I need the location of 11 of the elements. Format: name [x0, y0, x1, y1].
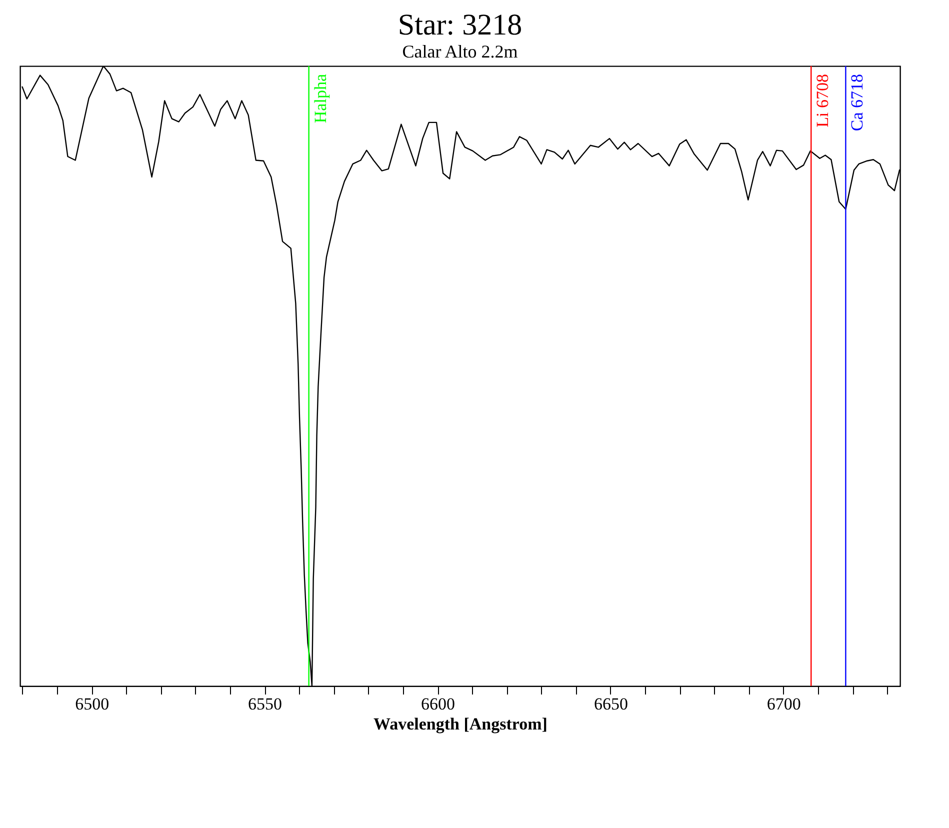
x-axis-title: Wavelength [Angstrom]: [374, 714, 548, 734]
ref-line-label: Li 6708: [813, 74, 832, 128]
x-tick-label: 6500: [75, 694, 110, 714]
ref-line-label: Halpha: [310, 74, 330, 124]
ref-line-label: Ca 6718: [848, 74, 867, 132]
x-tick-label: 6700: [766, 694, 801, 714]
x-tick-label: 6650: [594, 694, 628, 714]
chart-title: Star: 3218: [398, 8, 522, 42]
x-tick-label: 6600: [421, 694, 456, 714]
chart-subtitle: Calar Alto 2.2m: [402, 41, 518, 62]
x-tick-label: 6550: [248, 694, 282, 714]
